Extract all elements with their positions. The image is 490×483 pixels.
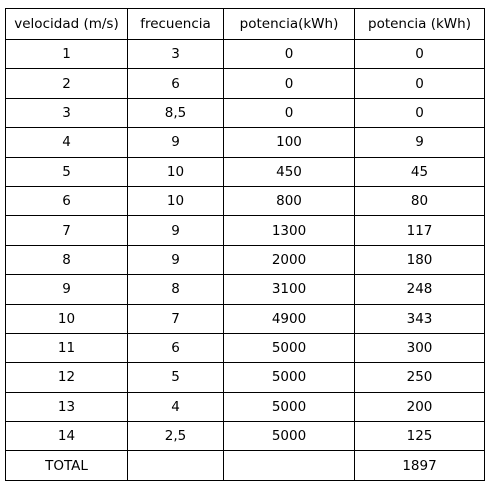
table-cell: 250 <box>354 362 485 393</box>
table-cell: 11 <box>5 332 128 364</box>
table-cell: 100 <box>223 127 355 158</box>
table-cell: 4 <box>5 127 128 158</box>
table-cell: 0 <box>354 97 485 129</box>
empty-cell <box>127 450 224 481</box>
table-cell: 5000 <box>223 421 355 452</box>
table-cell: 0 <box>223 38 355 70</box>
table-cell: 45 <box>354 156 485 187</box>
total-label: TOTAL <box>5 450 128 481</box>
table-cell: 10 <box>5 303 128 334</box>
table-cell: 0 <box>223 68 355 99</box>
table-cell: 5 <box>127 362 224 393</box>
empty-cell <box>223 450 355 481</box>
data-table: velocidad (m/s) frecuencia potencia(kWh) po… <box>5 8 485 481</box>
table-cell: 450 <box>223 156 355 187</box>
table-cell: 8 <box>5 244 128 276</box>
table-cell: 13 <box>5 391 128 423</box>
header-cell: potencia (kWh) <box>354 8 485 40</box>
header-cell: potencia(kWh) <box>223 8 355 40</box>
table-row: 7 9 1300 117 <box>5 215 485 246</box>
total-value: 1897 <box>354 450 485 481</box>
table-cell: 4900 <box>223 303 355 334</box>
table-row: 3 8,5 0 0 <box>5 97 485 129</box>
table-cell: 125 <box>354 421 485 452</box>
table-cell: 9 <box>5 274 128 305</box>
table-row: 6 10 800 80 <box>5 185 485 217</box>
table-row: TOTAL 1897 <box>5 450 485 481</box>
table-cell: 2000 <box>223 244 355 276</box>
table-row: 9 8 3100 248 <box>5 274 485 305</box>
table-cell: 2,5 <box>127 421 224 452</box>
table-cell: 200 <box>354 391 485 423</box>
table-row: 14 2,5 5000 125 <box>5 421 485 452</box>
table-cell: 1300 <box>223 215 355 246</box>
table-cell: 117 <box>354 215 485 246</box>
table-cell: 8 <box>127 274 224 305</box>
table-row: 5 10 450 45 <box>5 156 485 187</box>
table-cell: 3 <box>127 38 224 70</box>
table-cell: 80 <box>354 185 485 217</box>
table-body: velocidad (m/s) frecuencia potencia(kWh) po… <box>5 8 485 481</box>
table-cell: 2 <box>5 68 128 99</box>
table-cell: 800 <box>223 185 355 217</box>
header-cell: velocidad (m/s) <box>5 8 128 40</box>
table-cell: 5000 <box>223 332 355 364</box>
table-cell: 9 <box>127 127 224 158</box>
table-cell: 1 <box>5 38 128 70</box>
table-cell: 6 <box>5 185 128 217</box>
table-cell: 9 <box>354 127 485 158</box>
table-cell: 9 <box>127 215 224 246</box>
table-cell: 343 <box>354 303 485 334</box>
table-cell: 5000 <box>223 391 355 423</box>
table-row: 12 5 5000 250 <box>5 362 485 393</box>
table-cell: 3 <box>5 97 128 129</box>
table-cell: 0 <box>223 97 355 129</box>
table-cell: 248 <box>354 274 485 305</box>
table-cell: 6 <box>127 332 224 364</box>
table-cell: 9 <box>127 244 224 276</box>
table-cell: 180 <box>354 244 485 276</box>
table-cell: 8,5 <box>127 97 224 129</box>
table-cell: 5000 <box>223 362 355 393</box>
table-cell: 0 <box>354 68 485 99</box>
table-row: 4 9 100 9 <box>5 127 485 158</box>
table-cell: 300 <box>354 332 485 364</box>
table-cell: 12 <box>5 362 128 393</box>
table-row: velocidad (m/s) frecuencia potencia(kWh) po… <box>5 8 485 40</box>
table-cell: 10 <box>127 185 224 217</box>
header-cell: frecuencia <box>127 8 224 40</box>
table-cell: 7 <box>127 303 224 334</box>
table-cell: 5 <box>5 156 128 187</box>
table-cell: 10 <box>127 156 224 187</box>
table-row: 8 9 2000 180 <box>5 244 485 276</box>
table-cell: 14 <box>5 421 128 452</box>
table-cell: 7 <box>5 215 128 246</box>
table-cell: 4 <box>127 391 224 423</box>
table-cell: 0 <box>354 38 485 70</box>
table-row: 11 6 5000 300 <box>5 332 485 364</box>
table-cell: 3100 <box>223 274 355 305</box>
table-row: 13 4 5000 200 <box>5 391 485 423</box>
table-cell: 6 <box>127 68 224 99</box>
table-row: 10 7 4900 343 <box>5 303 485 334</box>
